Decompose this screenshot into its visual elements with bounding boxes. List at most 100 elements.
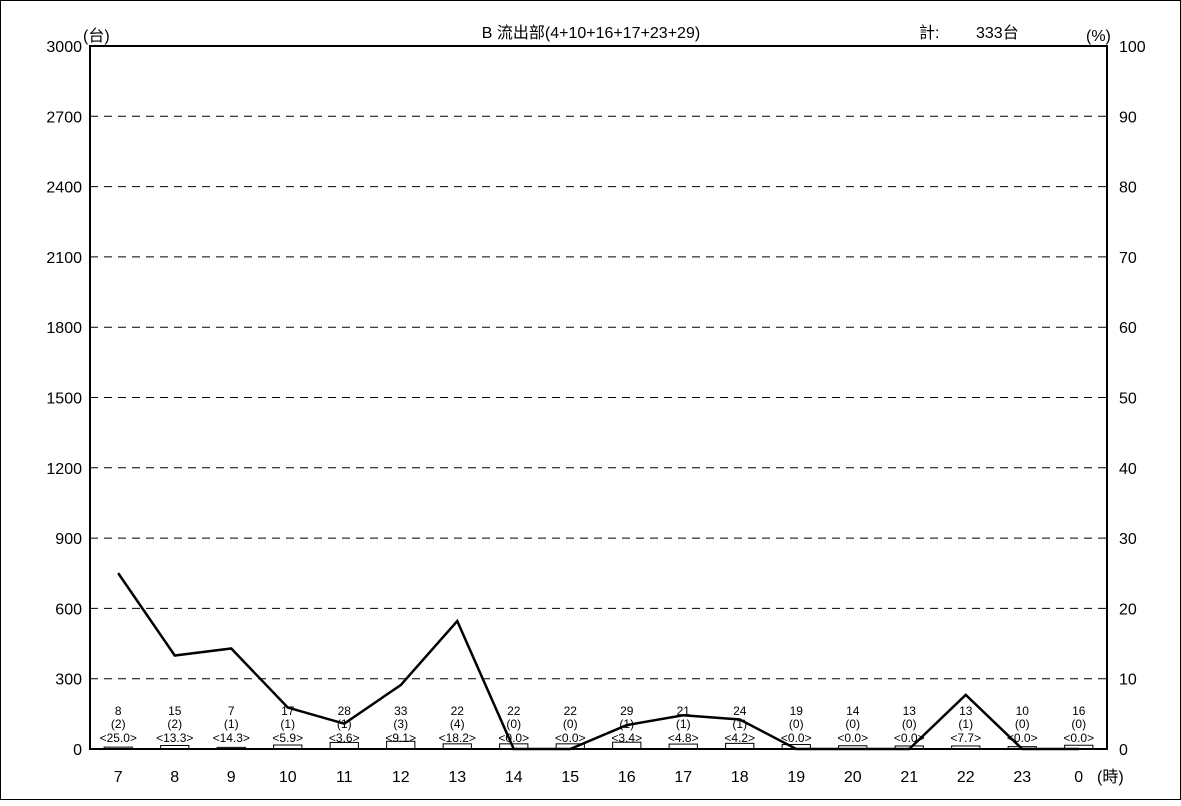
y-right-ticks: 0 10 20 30 40 50 60 70 80 90 100 xyxy=(1119,39,1146,759)
total-label: 計: xyxy=(919,24,939,42)
y-right-tick-label: 20 xyxy=(1119,601,1137,618)
bar-value-label: 17 xyxy=(281,704,295,718)
bar-value-label: 22 xyxy=(507,704,521,718)
bar-percent-label: <5.9> xyxy=(272,731,303,745)
y-left-unit: (台) xyxy=(83,27,110,45)
x-tick-label: 16 xyxy=(618,769,636,786)
x-tick-label: 18 xyxy=(731,769,749,786)
x-tick-label: 9 xyxy=(227,769,236,786)
bar-value-label: 24 xyxy=(733,704,747,718)
x-tick-label: 7 xyxy=(114,769,123,786)
bar-percent-label: <9.1> xyxy=(385,731,416,745)
bar-value-label: 16 xyxy=(1072,704,1086,718)
bar-paren-label: (4) xyxy=(450,717,465,731)
percent-point xyxy=(456,620,458,622)
y-right-tick-label: 0 xyxy=(1119,742,1128,759)
percent-point xyxy=(174,655,176,657)
bar-value-label: 13 xyxy=(959,704,973,718)
x-tick-label: 22 xyxy=(957,769,975,786)
percent-point xyxy=(965,694,967,696)
bar-percent-label: <7.7> xyxy=(950,731,981,745)
bar-percent-label: <0.0> xyxy=(781,731,812,745)
bar-percent-label: <18.2> xyxy=(439,731,476,745)
y-right-tick-label: 30 xyxy=(1119,531,1137,548)
x-tick-label: 13 xyxy=(448,769,466,786)
bar-percent-label: <13.3> xyxy=(156,731,193,745)
percent-point xyxy=(117,572,119,574)
plot-area xyxy=(89,45,1108,750)
y-right-tick-label: 90 xyxy=(1119,109,1137,126)
y-right-tick-label: 10 xyxy=(1119,672,1137,689)
y-right-tick-label: 60 xyxy=(1119,320,1137,337)
bar-percent-label: <25.0> xyxy=(100,731,137,745)
bar-paren-label: (1) xyxy=(619,717,634,731)
bar-paren-label: (1) xyxy=(732,717,747,731)
percent-point xyxy=(230,647,232,649)
bar-labels: 8(2)<25.0>15(2)<13.3>7(1)<14.3>17(1)<5.9… xyxy=(100,704,1095,745)
y-left-ticks: 0 300 600 900 1200 1500 1800 2100 2400 2700 3000 xyxy=(46,39,82,759)
bar-percent-label: <4.2> xyxy=(724,731,755,745)
bar-value-label: 8 xyxy=(115,704,122,718)
bar-value-label: 7 xyxy=(228,704,235,718)
y-right-tick-label: 70 xyxy=(1119,250,1137,267)
y-left-tick-label: 2400 xyxy=(46,180,82,197)
bar-paren-label: (0) xyxy=(902,717,917,731)
bar-percent-label: <0.0> xyxy=(837,731,868,745)
chart-title: B 流出部(4+10+16+17+23+29) xyxy=(482,24,700,42)
bar-paren-label: (0) xyxy=(1015,717,1030,731)
x-unit: (時) xyxy=(1097,768,1124,786)
percent-point xyxy=(682,714,684,716)
bar-paren-label: (1) xyxy=(958,717,973,731)
bar-value-label: 29 xyxy=(620,704,634,718)
y-left-tick-label: 300 xyxy=(55,672,82,689)
y-left-tick-label: 1500 xyxy=(46,391,82,408)
y-right-unit: (%) xyxy=(1086,28,1111,45)
bar-percent-label: <4.8> xyxy=(668,731,699,745)
total-value: 333台 xyxy=(976,24,1019,42)
bar-paren-label: (0) xyxy=(789,717,804,731)
bar-value-label: 33 xyxy=(394,704,408,718)
y-left-tick-label: 3000 xyxy=(46,39,82,56)
bar-paren-label: (0) xyxy=(563,717,578,731)
bar-paren-label: (2) xyxy=(111,717,126,731)
x-tick-label: 21 xyxy=(900,769,918,786)
bars xyxy=(103,740,1094,750)
bar-percent-label: <3.6> xyxy=(329,731,360,745)
bar-value-label: 22 xyxy=(451,704,465,718)
y-left-tick-label: 1200 xyxy=(46,461,82,478)
bar-paren-label: (1) xyxy=(224,717,239,731)
x-tick-label: 11 xyxy=(336,769,353,786)
x-tick-label: 20 xyxy=(844,769,862,786)
y-left-tick-label: 0 xyxy=(73,742,82,759)
bar-paren-label: (1) xyxy=(676,717,691,731)
x-tick-label: 15 xyxy=(561,769,579,786)
percent-line-path xyxy=(117,572,1079,751)
bar-percent-label: <14.3> xyxy=(213,731,250,745)
bar-value-label: 14 xyxy=(846,704,860,718)
bar-percent-label: <0.0> xyxy=(894,731,925,745)
percent-point xyxy=(343,723,345,725)
bar-percent-label: <0.0> xyxy=(498,731,529,745)
bar-percent-label: <0.0> xyxy=(555,731,586,745)
y-right-tick-label: 40 xyxy=(1119,461,1137,478)
x-tick-labels: 7 8 9 10 11 12 13 14 15 16 17 18 19 20 21 22 23 0 xyxy=(114,769,1084,786)
bar-value-label: 28 xyxy=(338,704,352,718)
bar-paren-label: (0) xyxy=(506,717,521,731)
x-tick-label: 19 xyxy=(787,769,805,786)
bar-value-label: 21 xyxy=(677,704,691,718)
bar-paren-label: (3) xyxy=(393,717,408,731)
percent-point xyxy=(626,724,628,726)
bar-value-label: 19 xyxy=(790,704,804,718)
y-left-tick-label: 600 xyxy=(55,601,82,618)
x-tick-label: 17 xyxy=(674,769,692,786)
percent-point xyxy=(400,684,402,686)
y-right-tick-label: 50 xyxy=(1119,391,1137,408)
x-tick-label: 10 xyxy=(279,769,297,786)
grid-lines xyxy=(90,115,1107,680)
bar-paren-label: (0) xyxy=(1071,717,1086,731)
y-left-tick-label: 2100 xyxy=(46,250,82,267)
bar-value-label: 15 xyxy=(168,704,182,718)
bar-percent-label: <0.0> xyxy=(1063,731,1094,745)
bar-value-label: 10 xyxy=(1016,704,1030,718)
